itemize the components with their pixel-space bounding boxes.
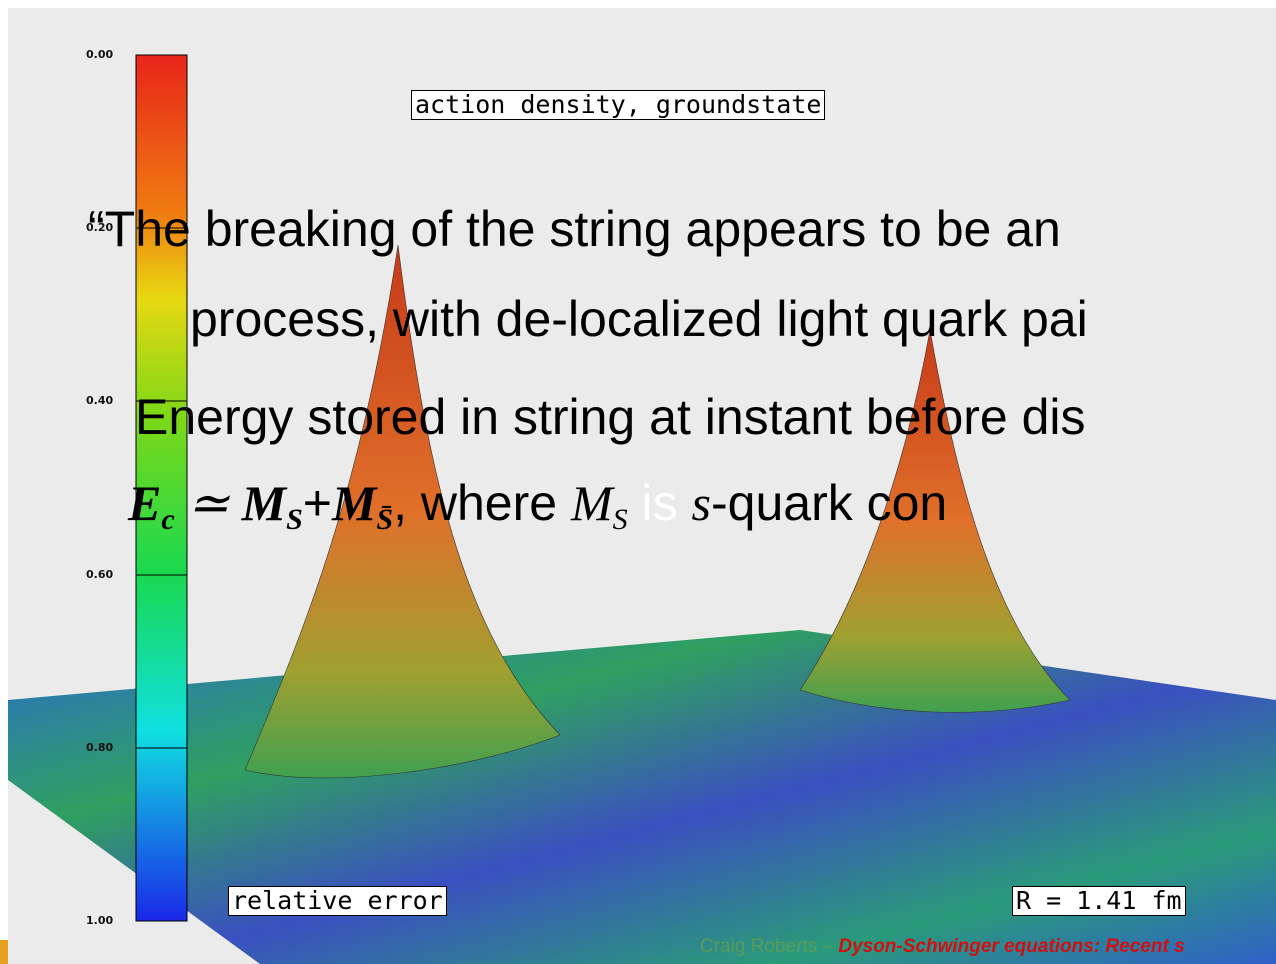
text: is [628,475,692,531]
colorbar-label: 1.00 [86,914,113,927]
colorbar-label: 0.40 [86,394,113,407]
math: M [571,475,613,531]
footer: Craig Roberts – Dyson-Schwinger equation… [700,936,1185,958]
plot-title: action density, groundstate [411,90,825,120]
slide-text: Energy stored in string at instant befor… [135,388,1086,446]
footer-author: Craig Roberts – [700,936,838,957]
colorbar-label: 0.00 [86,48,113,61]
slide-text: “The breaking of the string appears to b… [88,200,1061,258]
footer-talk: Dyson-Schwinger equations: Recent s [838,936,1184,957]
plot-label: relative error [228,886,447,916]
slide: 0.00 0.20 0.40 0.60 0.80 1.00 action den… [0,0,1276,964]
colorbar-label: 0.60 [86,568,113,581]
math: ≃ [175,475,242,531]
math: s [692,475,711,531]
text: , where [393,475,571,531]
math: S̄ [376,503,393,536]
math: S [613,503,628,536]
colorbar-label: 0.80 [86,741,113,754]
math: M [242,475,286,531]
math: S [286,503,303,536]
plot-label: R = 1.41 fm [1012,886,1186,916]
formula-line: Ec ≃ MS+MS̄, where MS is s-quark con [128,474,947,537]
corner-mark [0,940,8,964]
math: E [128,475,161,531]
math: + [303,475,332,531]
slide-text: process, with de-localized light quark p… [190,290,1088,348]
math: c [161,503,174,536]
math: M [332,475,376,531]
text: -quark con [711,475,947,531]
